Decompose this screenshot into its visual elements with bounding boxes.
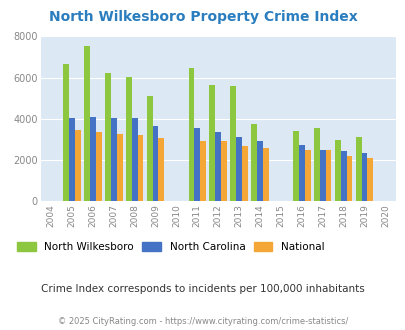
Bar [105, 74, 111, 201]
Bar [334, 141, 340, 201]
Bar [251, 124, 256, 201]
Bar [158, 138, 164, 201]
Bar [262, 148, 268, 201]
Bar [209, 85, 215, 201]
Bar [137, 135, 143, 201]
Bar [84, 46, 90, 201]
Bar [126, 77, 131, 201]
Bar [298, 145, 304, 201]
Bar [111, 118, 116, 201]
Bar [292, 131, 298, 201]
Bar [75, 130, 81, 201]
Bar [63, 64, 69, 201]
Bar [194, 128, 200, 201]
Bar [355, 137, 361, 201]
Bar [90, 117, 96, 201]
Text: Crime Index corresponds to incidents per 100,000 inhabitants: Crime Index corresponds to incidents per… [41, 284, 364, 294]
Bar [188, 68, 194, 201]
Text: © 2025 CityRating.com - https://www.cityrating.com/crime-statistics/: © 2025 CityRating.com - https://www.city… [58, 317, 347, 326]
Bar [200, 142, 206, 201]
Bar [221, 142, 226, 201]
Bar [96, 132, 101, 201]
Bar [340, 151, 346, 201]
Bar [152, 126, 158, 201]
Bar [230, 86, 236, 201]
Bar [69, 118, 75, 201]
Bar [215, 132, 221, 201]
Bar [146, 96, 152, 201]
Bar [241, 146, 247, 201]
Bar [256, 142, 262, 201]
Bar [116, 134, 122, 201]
Bar [325, 150, 330, 201]
Bar [319, 150, 325, 201]
Bar [346, 156, 352, 201]
Bar [131, 118, 137, 201]
Text: North Wilkesboro Property Crime Index: North Wilkesboro Property Crime Index [49, 10, 356, 24]
Bar [304, 150, 310, 201]
Bar [313, 128, 319, 201]
Legend: North Wilkesboro, North Carolina, National: North Wilkesboro, North Carolina, Nation… [17, 242, 324, 252]
Bar [367, 158, 372, 201]
Bar [236, 137, 241, 201]
Bar [361, 153, 367, 201]
